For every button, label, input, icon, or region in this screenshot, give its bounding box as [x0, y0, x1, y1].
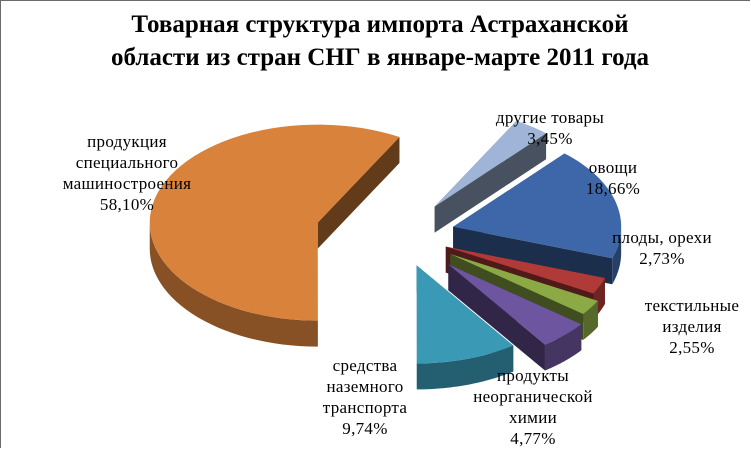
slice-vegetables-side-wall-2 [453, 226, 613, 285]
chart-title-line-2: области из стран СНГ в январе-марте 2011… [110, 44, 650, 71]
label-special-machinery: продукция специального машиностроения 58… [42, 131, 212, 215]
label-special-machinery-value: 58,10% [99, 195, 155, 214]
label-fruits-nuts: плоды, орехи 2,73% [602, 227, 722, 269]
label-special-machinery-line-2: специального [75, 153, 179, 172]
label-fruits-nuts-value: 2,73% [639, 249, 685, 268]
label-land-transport-value: 9,74% [342, 419, 388, 438]
label-vegetables-line-1: овощи [588, 158, 638, 177]
label-inorganic-chemicals-line-3: химии [508, 408, 558, 427]
slice-special-machinery-outer-wall-1 [149, 221, 318, 347]
label-inorganic-chemicals-line-1: продукты [496, 366, 570, 385]
slice-textiles-outer-wall-1 [583, 300, 598, 340]
slice-textiles-top-face [450, 254, 598, 314]
slice-special-machinery-top-face [149, 124, 400, 321]
slice-inorganic-chemicals [448, 264, 582, 371]
chart-title-line-1: Товарная структура импорта Астраханской [131, 11, 629, 38]
slice-vegetables [453, 153, 622, 285]
slice-special-machinery [149, 124, 400, 347]
slice-vegetables-outer-wall-1 [612, 226, 622, 285]
slice-land-transport [416, 265, 514, 390]
label-land-transport-line-2: наземного [326, 377, 404, 396]
label-land-transport-line-1: средства [332, 356, 398, 375]
slice-other-goods [434, 120, 547, 233]
label-land-transport-line-3: транспорта [322, 398, 408, 417]
label-fruits-nuts-line-1: плоды, орехи [612, 228, 712, 247]
slice-land-transport-top-face [416, 265, 514, 364]
label-other-goods-value: 3,45% [527, 129, 573, 148]
label-special-machinery-line-1: продукция [87, 132, 167, 151]
label-other-goods-line-1: другие товары [495, 108, 605, 127]
label-special-machinery-line-3: машиностроения [62, 174, 192, 193]
label-textiles-value: 2,55% [669, 338, 715, 357]
label-inorganic-chemicals-line-2: неорганической [473, 387, 593, 406]
label-textiles-line-2: изделия [662, 317, 722, 336]
slice-other-goods-top-face [434, 120, 547, 207]
slice-land-transport-outer-wall-1 [416, 345, 514, 390]
slice-special-machinery-side-wall-2 [317, 137, 400, 249]
slice-inorganic-chemicals-outer-wall-1 [544, 324, 582, 371]
label-inorganic-chemicals-value: 4,77% [510, 429, 556, 448]
label-vegetables-value: 18,66% [585, 179, 641, 198]
label-inorganic-chemicals: продукты неорганической химии 4,77% [458, 365, 608, 449]
slice-vegetables-top-face [453, 153, 622, 259]
label-vegetables: овощи 18,66% [568, 157, 658, 199]
label-textiles: текстильные изделия 2,55% [636, 295, 748, 358]
label-other-goods: другие товары 3,45% [475, 107, 625, 149]
slice-inorganic-chemicals-top-face [448, 264, 582, 345]
slice-fruits-nuts-top-face [445, 246, 605, 294]
chart-title: Товарная структура импорта Астраханской … [90, 8, 670, 74]
slice-other-goods-side-wall-2 [434, 133, 547, 233]
slice-inorganic-chemicals-side-wall-2 [448, 264, 545, 371]
label-textiles-line-1: текстильные [644, 296, 740, 315]
label-land-transport: средства наземного транспорта 9,74% [300, 355, 430, 439]
